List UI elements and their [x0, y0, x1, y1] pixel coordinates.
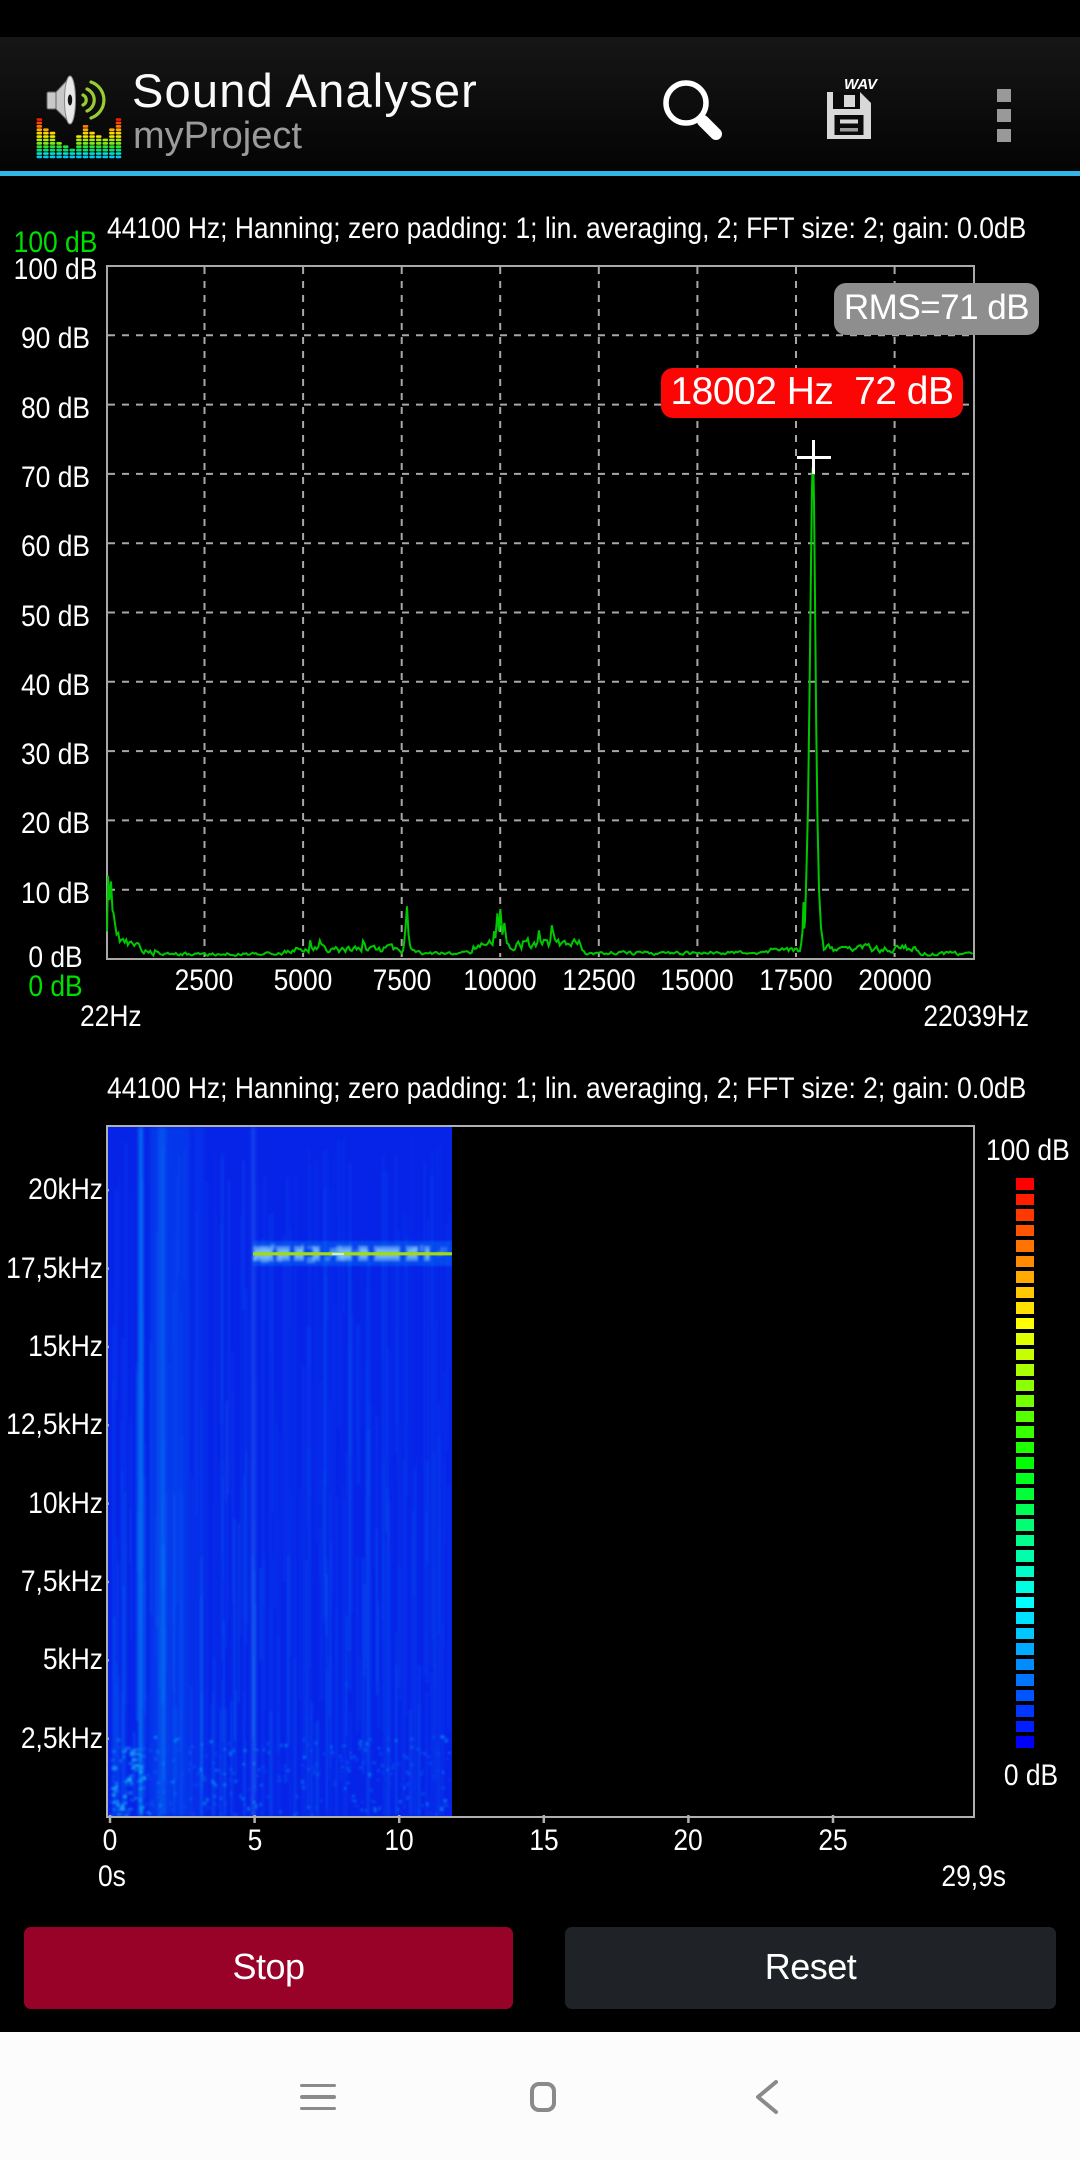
svg-text:WAV: WAV: [844, 76, 879, 93]
